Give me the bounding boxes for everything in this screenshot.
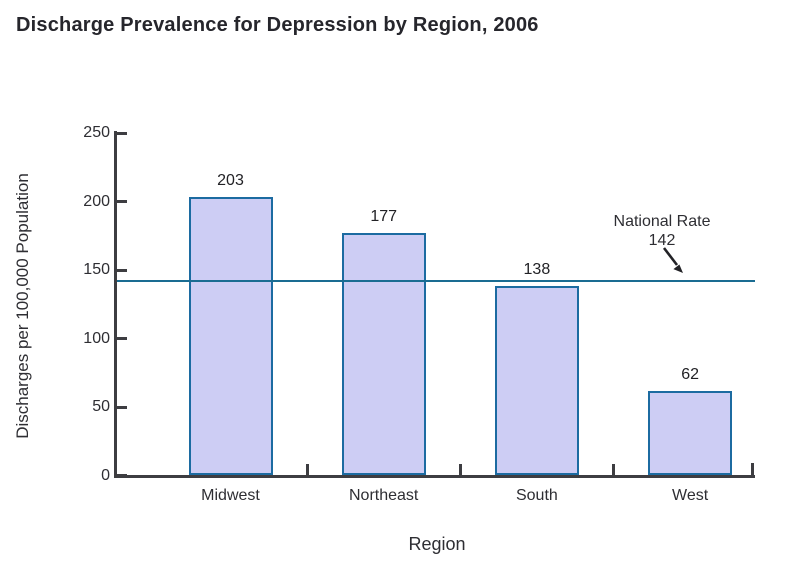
x-tick [305, 464, 309, 475]
y-tick-label: 150 [83, 261, 110, 278]
y-tick [117, 474, 127, 477]
bar-value-label: 62 [681, 365, 699, 383]
bar-value-label: 177 [370, 208, 398, 225]
x-tick [612, 464, 615, 475]
y-tick-label: 0 [101, 466, 110, 484]
bar-south [494, 286, 579, 475]
x-tick [458, 464, 462, 475]
y-tick [117, 405, 127, 409]
category-label-midwest: Midwest [201, 487, 260, 504]
x-axis-line [114, 475, 755, 478]
bar-value-label: 203 [217, 172, 244, 190]
x-axis-end-tick [751, 463, 754, 478]
y-tick [117, 131, 127, 135]
chart-title: Discharge Prevalence for Depression by R… [16, 14, 539, 36]
category-label-west: West [672, 487, 709, 504]
y-tick [117, 268, 127, 272]
y-tick-label: 100 [83, 329, 110, 347]
y-axis-line [114, 131, 117, 478]
y-axis-title: Discharges per 100,000 Population [13, 173, 32, 439]
y-tick-label: 250 [83, 124, 110, 141]
reference-line-label: National Rate [613, 213, 711, 230]
y-tick-label: 50 [92, 398, 110, 415]
arrow-icon [662, 247, 683, 273]
y-tick [117, 337, 127, 340]
category-label-south: South [515, 487, 558, 504]
reference-line-annotation: National Rate 142 [601, 212, 723, 250]
reference-line-value: 142 [648, 232, 676, 249]
bar-value-label: 138 [523, 261, 551, 279]
category-label-northeast: Northeast [349, 487, 419, 504]
y-tick [117, 200, 127, 203]
bar-west [648, 390, 733, 475]
bar-midwest [188, 197, 273, 475]
x-axis-title: Region [408, 534, 466, 554]
y-tick-label: 200 [83, 192, 110, 210]
reference-line [117, 279, 755, 282]
bar-northeast [341, 233, 426, 475]
